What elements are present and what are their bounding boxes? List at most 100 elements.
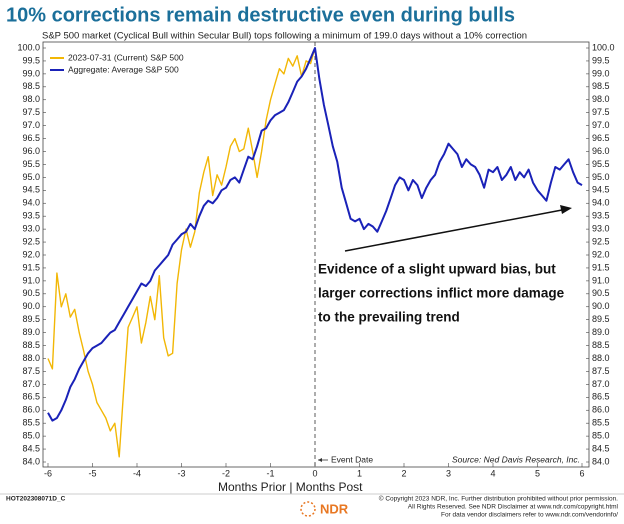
y2-tick-label: 91.5 (592, 262, 610, 272)
y2-tick-label: 87.5 (592, 366, 610, 376)
y2-tick-label: 84.5 (592, 443, 610, 453)
y2-tick-label: 89.5 (592, 314, 610, 324)
y2-tick-label: 93.5 (592, 211, 610, 221)
y2-tick-label: 90.5 (592, 288, 610, 298)
y-tick-label: 98.5 (22, 81, 40, 91)
event-label: Event Date (331, 454, 373, 464)
logo: NDR (320, 501, 349, 516)
y-tick-label: 96.5 (22, 133, 40, 143)
source: Source: Ned Davis Research, Inc. (452, 454, 580, 464)
y-tick-label: 97.0 (22, 120, 40, 130)
trend-arrowhead (560, 205, 572, 214)
y2-tick-label: 86.0 (592, 405, 610, 415)
x-tick-label: -6 (44, 468, 52, 478)
annotation: larger corrections inflict more damage (318, 286, 565, 301)
y-tick-label: 99.0 (22, 68, 40, 78)
y-tick-label: 90.5 (22, 288, 40, 298)
y-tick-label: 96.0 (22, 146, 40, 156)
y2-tick-label: 99.5 (592, 55, 610, 65)
x-tick-label: -5 (88, 468, 96, 478)
chart-subtitle: S&P 500 market (Cyclical Bull within Sec… (42, 31, 527, 42)
y2-tick-label: 94.5 (592, 185, 610, 195)
footer-note: © Copyright 2023 NDR, Inc. Further distr… (379, 495, 618, 503)
event-arrowhead (318, 458, 322, 462)
logo-mark (300, 501, 316, 517)
y2-tick-label: 94.0 (592, 198, 610, 208)
y2-tick-label: 92.0 (592, 249, 610, 259)
y-tick-label: 92.5 (22, 236, 40, 246)
y2-tick-label: 87.0 (592, 379, 610, 389)
y2-tick-label: 88.0 (592, 353, 610, 363)
annotation: Evidence of a slight upward bias, but (318, 262, 556, 277)
line-series (47, 47, 583, 422)
y-tick-label: 86.5 (22, 392, 40, 402)
y-tick-label: 87.5 (22, 366, 40, 376)
y-tick-label: 95.5 (22, 159, 40, 169)
y-tick-label: 94.0 (22, 198, 40, 208)
y-tick-label: 100.0 (17, 42, 40, 52)
y-tick-label: 98.0 (22, 94, 40, 104)
y2-tick-label: 98.5 (592, 81, 610, 91)
y2-tick-label: 97.0 (592, 120, 610, 130)
x-tick-label: -1 (266, 468, 274, 478)
y-tick-label: 84.0 (22, 456, 40, 466)
y-tick-label: 89.5 (22, 314, 40, 324)
y2-tick-label: 91.0 (592, 275, 610, 285)
x-tick-label: 0 (312, 468, 317, 478)
y-tick-label: 84.5 (22, 443, 40, 453)
plot-frame (42, 41, 590, 468)
y2-tick-label: 92.5 (592, 236, 610, 246)
trend-arrow (344, 209, 563, 252)
y-tick-label: 99.5 (22, 55, 40, 65)
y-tick-label: 97.5 (22, 107, 40, 117)
y-tick-label: 94.5 (22, 185, 40, 195)
x-tick-label: -3 (177, 468, 185, 478)
y2-tick-label: 84.0 (592, 456, 610, 466)
x-tick-label: 1 (357, 468, 362, 478)
x-tick-label: 2 (401, 468, 406, 478)
y-tick-label: 89.0 (22, 327, 40, 337)
y2-tick-label: 89.0 (592, 327, 610, 337)
y-tick-label: 88.5 (22, 340, 40, 350)
y2-tick-label: 88.5 (592, 340, 610, 350)
y-tick-label: 91.5 (22, 262, 40, 272)
y-tick-label: 93.5 (22, 211, 40, 221)
y2-tick-label: 85.5 (592, 418, 610, 428)
footer-note: For data vendor disclaimers refer to www… (441, 512, 618, 519)
y2-tick-label: 99.0 (592, 68, 610, 78)
y2-tick-label: 96.5 (592, 133, 610, 143)
x-tick-label: -4 (133, 468, 141, 478)
y-tick-label: 91.0 (22, 275, 40, 285)
y2-tick-label: 90.0 (592, 301, 610, 311)
legend-label: 2023-07-31 (Current) S&P 500 (68, 52, 184, 62)
y-tick-label: 90.0 (22, 301, 40, 311)
x-tick-label: 6 (579, 468, 584, 478)
y-tick-label: 87.0 (22, 379, 40, 389)
y2-tick-label: 95.0 (592, 172, 610, 182)
y2-tick-label: 98.0 (592, 94, 610, 104)
annotation: to the prevailing trend (318, 310, 460, 325)
y-tick-label: 86.0 (22, 405, 40, 415)
y2-tick-label: 86.5 (592, 392, 610, 402)
y-tick-label: 85.5 (22, 418, 40, 428)
x-tick-label: -2 (222, 468, 230, 478)
chart-title: 10% corrections remain destructive even … (6, 4, 515, 26)
y-tick-label: 85.0 (22, 431, 40, 441)
y2-tick-label: 85.0 (592, 431, 610, 441)
line-series (47, 47, 316, 458)
y-tick-label: 93.0 (22, 224, 40, 234)
footer-note: All Rights Reserved. See NDR Disclaimer … (408, 504, 619, 511)
y2-tick-label: 93.0 (592, 224, 610, 234)
y2-tick-label: 95.5 (592, 159, 610, 169)
y-tick-label: 95.0 (22, 172, 40, 182)
x-axis-label: Months Prior | Months Post (218, 480, 363, 494)
y-tick-label: 88.0 (22, 353, 40, 363)
y2-tick-label: 96.0 (592, 146, 610, 156)
footer-code: HOT202308071D_C (6, 496, 66, 503)
x-tick-label: 3 (446, 468, 451, 478)
y2-tick-label: 97.5 (592, 107, 610, 117)
y2-tick-label: 100.0 (592, 42, 615, 52)
x-tick-label: 4 (490, 468, 495, 478)
y-tick-label: 92.0 (22, 249, 40, 259)
